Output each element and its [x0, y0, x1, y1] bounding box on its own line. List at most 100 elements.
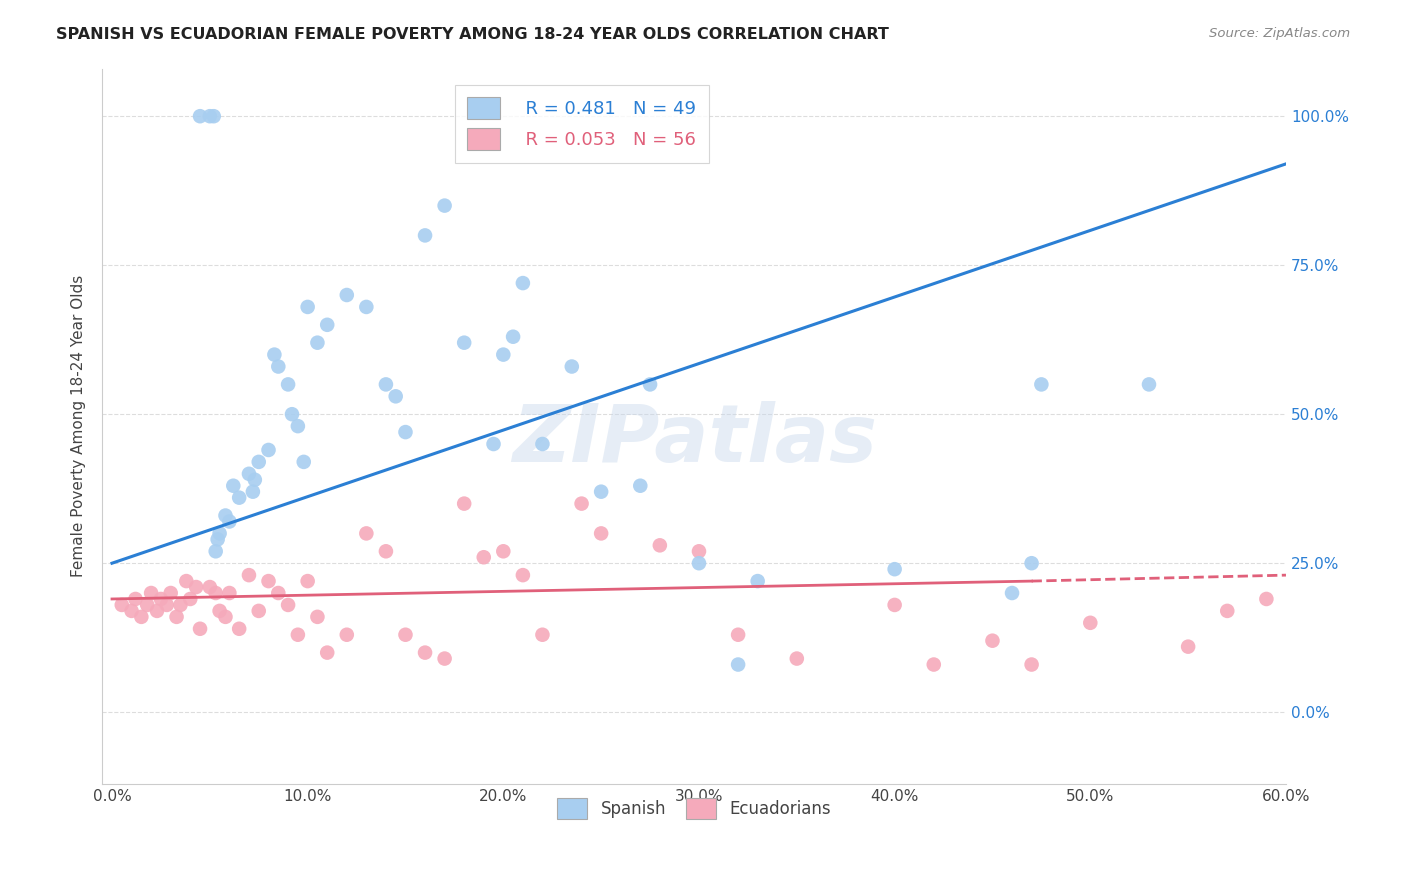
Point — [883, 562, 905, 576]
Point — [198, 580, 221, 594]
Point — [922, 657, 945, 672]
Point — [247, 604, 270, 618]
Point — [472, 550, 495, 565]
Point — [136, 598, 159, 612]
Point — [883, 598, 905, 612]
Point — [207, 533, 229, 547]
Point — [202, 109, 225, 123]
Point — [453, 497, 475, 511]
Point — [512, 276, 534, 290]
Point — [257, 574, 280, 588]
Point — [214, 508, 236, 523]
Point — [531, 437, 554, 451]
Point — [146, 604, 169, 618]
Point — [242, 484, 264, 499]
Text: SPANISH VS ECUADORIAN FEMALE POVERTY AMONG 18-24 YEAR OLDS CORRELATION CHART: SPANISH VS ECUADORIAN FEMALE POVERTY AMO… — [56, 27, 889, 42]
Point — [336, 628, 359, 642]
Point — [188, 109, 211, 123]
Point — [512, 568, 534, 582]
Point — [356, 300, 378, 314]
Point — [179, 591, 201, 606]
Point — [166, 610, 188, 624]
Point — [531, 628, 554, 642]
Point — [492, 544, 515, 558]
Point — [336, 288, 359, 302]
Point — [156, 598, 179, 612]
Point — [139, 586, 162, 600]
Point — [204, 586, 226, 600]
Point — [257, 442, 280, 457]
Point — [222, 479, 245, 493]
Point — [188, 622, 211, 636]
Point — [394, 628, 416, 642]
Point — [169, 598, 191, 612]
Point — [214, 610, 236, 624]
Point — [688, 556, 710, 570]
Point — [628, 479, 651, 493]
Point — [281, 407, 304, 421]
Point — [727, 628, 749, 642]
Point — [648, 538, 671, 552]
Point — [482, 437, 505, 451]
Point — [394, 425, 416, 439]
Point — [316, 646, 339, 660]
Point — [131, 610, 153, 624]
Point — [121, 604, 143, 618]
Point — [277, 377, 299, 392]
Point — [316, 318, 339, 332]
Point — [277, 598, 299, 612]
Point — [267, 586, 290, 600]
Point — [307, 610, 329, 624]
Point — [238, 467, 260, 481]
Point — [1021, 556, 1043, 570]
Point — [374, 544, 396, 558]
Point — [247, 455, 270, 469]
Point — [184, 580, 207, 594]
Point — [204, 544, 226, 558]
Point — [1031, 377, 1053, 392]
Point — [208, 604, 231, 618]
Point — [1021, 657, 1043, 672]
Point — [413, 646, 436, 660]
Point — [124, 591, 146, 606]
Point — [591, 484, 613, 499]
Point — [176, 574, 198, 588]
Point — [297, 574, 319, 588]
Point — [433, 651, 456, 665]
Point — [287, 628, 309, 642]
Point — [384, 389, 406, 403]
Point — [263, 348, 285, 362]
Point — [287, 419, 309, 434]
Point — [111, 598, 134, 612]
Point — [413, 228, 436, 243]
Point — [747, 574, 769, 588]
Point — [238, 568, 260, 582]
Point — [374, 377, 396, 392]
Point — [433, 198, 456, 212]
Y-axis label: Female Poverty Among 18-24 Year Olds: Female Poverty Among 18-24 Year Olds — [72, 275, 86, 577]
Point — [1216, 604, 1239, 618]
Point — [1078, 615, 1101, 630]
Point — [243, 473, 266, 487]
Point — [1177, 640, 1199, 654]
Point — [228, 491, 250, 505]
Point — [561, 359, 583, 374]
Point — [571, 497, 593, 511]
Point — [453, 335, 475, 350]
Point — [1256, 591, 1278, 606]
Point — [267, 359, 290, 374]
Point — [727, 657, 749, 672]
Text: ZIPatlas: ZIPatlas — [512, 401, 876, 479]
Point — [228, 622, 250, 636]
Point — [492, 348, 515, 362]
Point — [1001, 586, 1024, 600]
Point — [1137, 377, 1160, 392]
Point — [218, 586, 240, 600]
Point — [208, 526, 231, 541]
Point — [297, 300, 319, 314]
Point — [786, 651, 808, 665]
Point — [307, 335, 329, 350]
Point — [218, 515, 240, 529]
Legend: Spanish, Ecuadorians: Spanish, Ecuadorians — [551, 792, 838, 825]
Point — [292, 455, 315, 469]
